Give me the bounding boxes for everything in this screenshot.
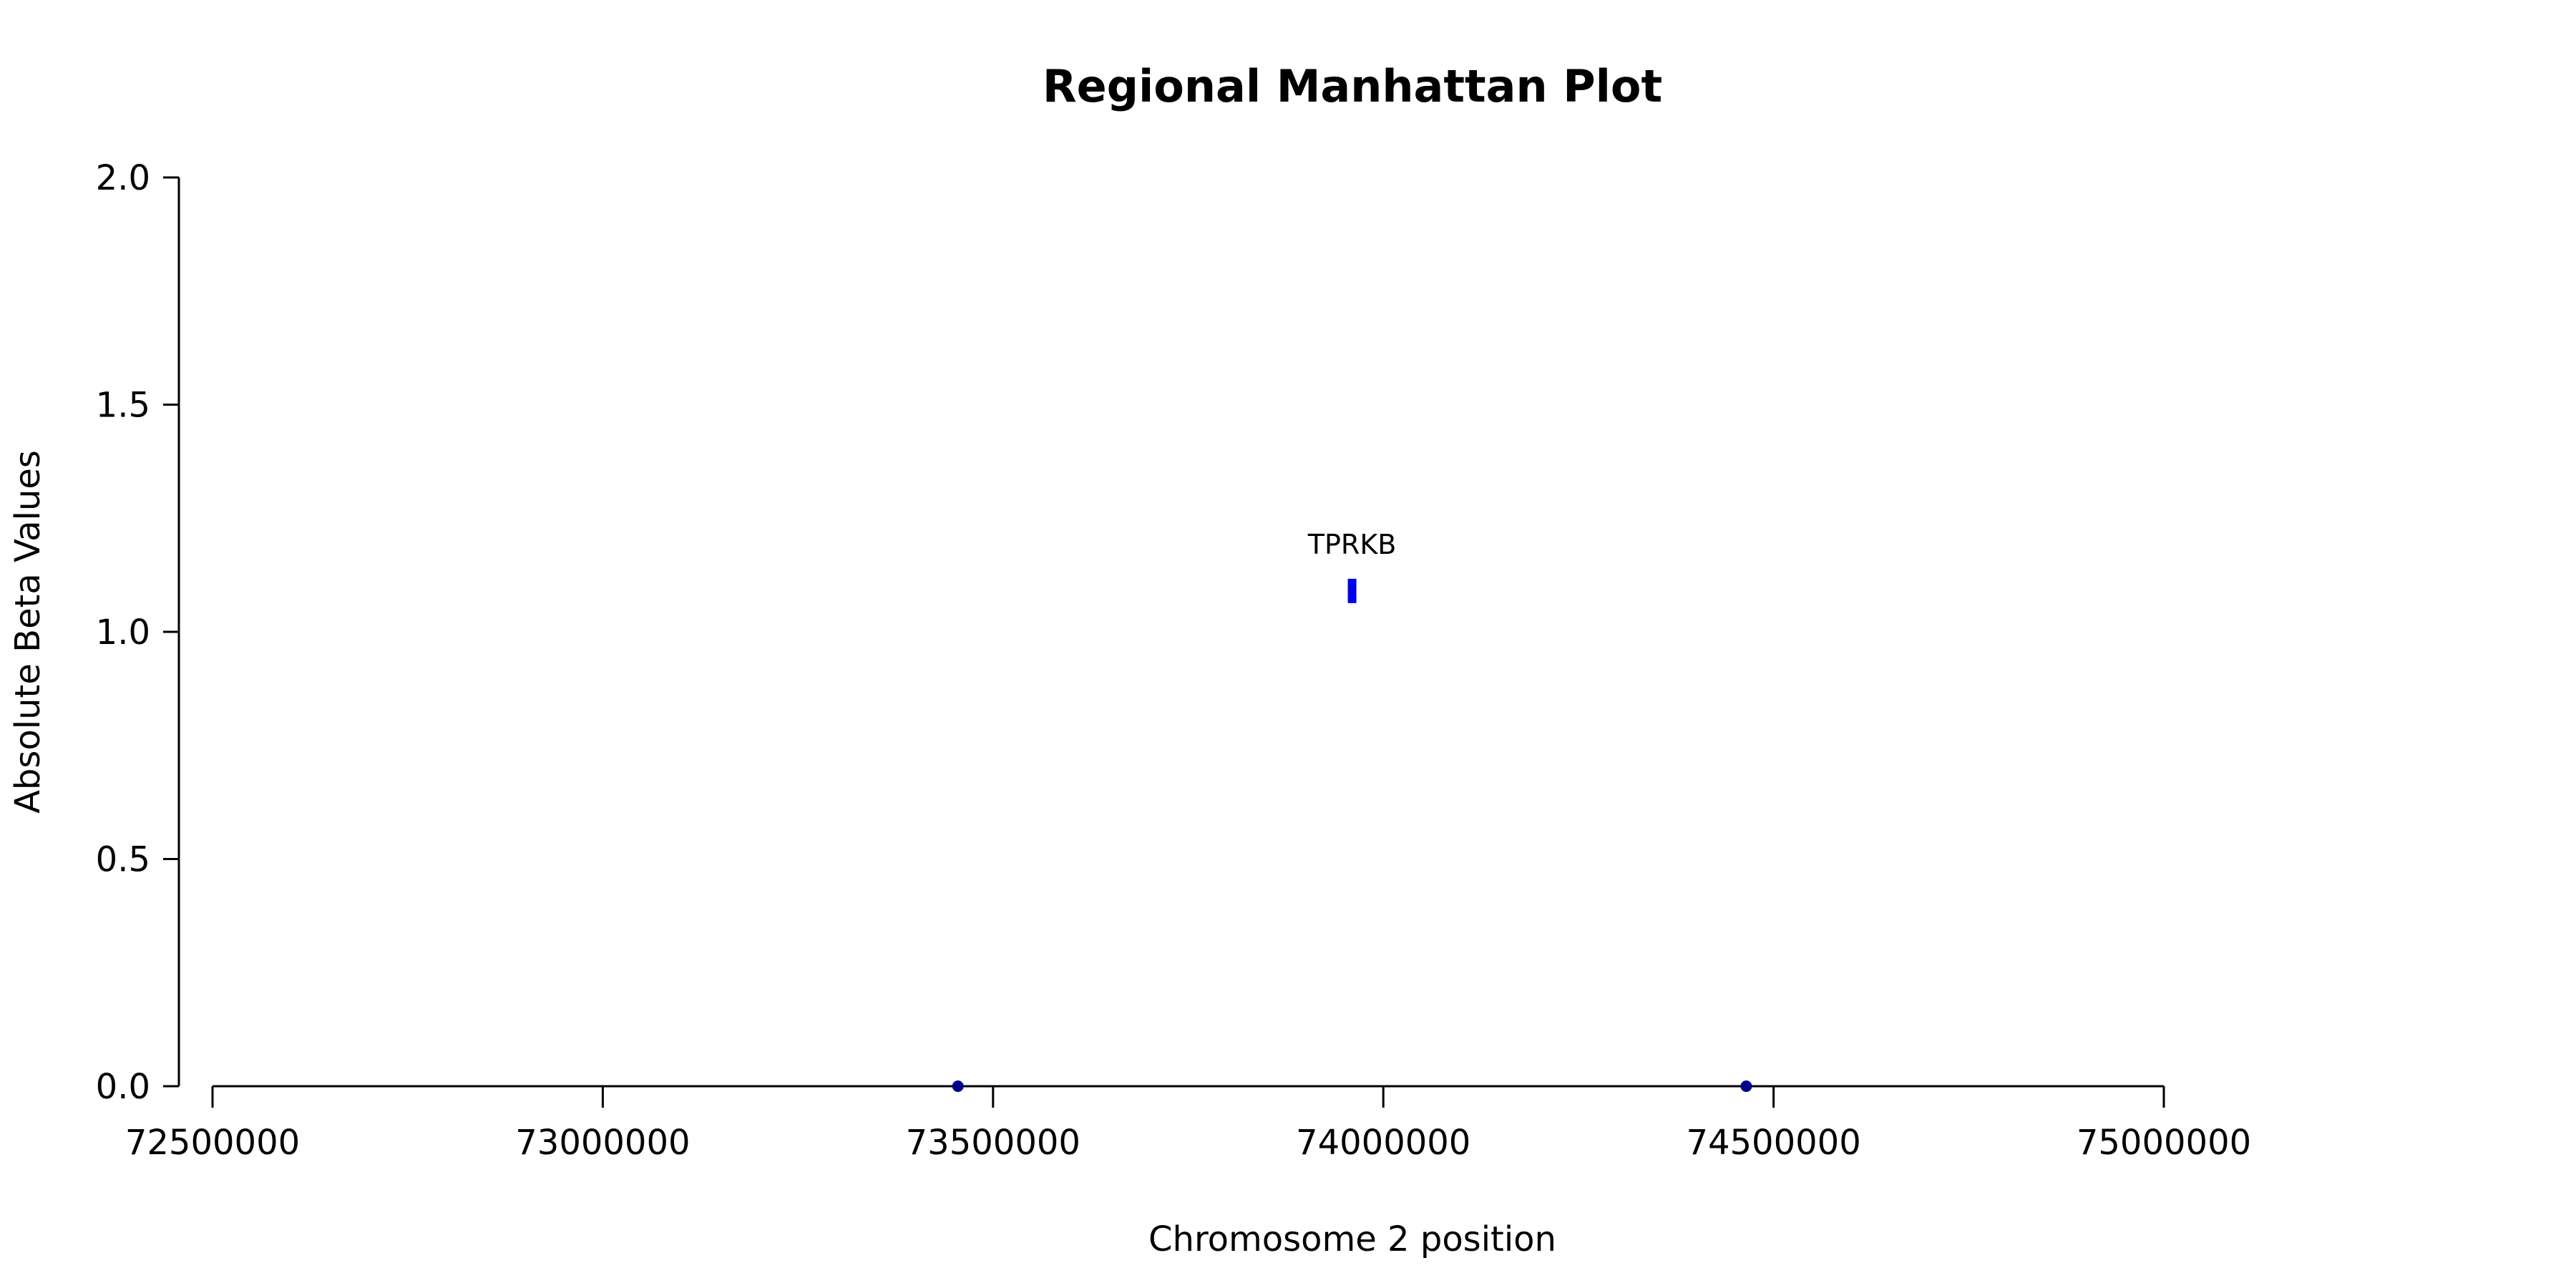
x-tick-label: 73000000: [515, 1123, 690, 1163]
x-tick-label: 75000000: [2077, 1123, 2251, 1163]
chart-title: Regional Manhattan Plot: [1043, 60, 1662, 112]
y-axis: 0.0 0.5 1.0 1.5 2.0: [96, 158, 180, 1107]
x-tick-label: 74500000: [1686, 1123, 1860, 1163]
x-axis-title: Chromosome 2 position: [1148, 1219, 1556, 1259]
data-point: [1740, 1080, 1752, 1092]
y-tick-label: 2.0: [96, 158, 150, 198]
y-tick-label: 1.0: [96, 613, 150, 653]
y-tick-label: 1.5: [96, 386, 150, 426]
data-point: [1347, 578, 1357, 603]
data-points: TPRKB: [952, 529, 1752, 1092]
y-tick-label: 0.0: [96, 1067, 150, 1107]
point-annotation: TPRKB: [1307, 529, 1397, 560]
x-tick-label: 73500000: [906, 1123, 1080, 1163]
data-point: [952, 1080, 964, 1092]
x-axis: 72500000 73000000 73500000 74000000 74500000…: [125, 1085, 2251, 1163]
y-tick-label: 0.5: [96, 840, 150, 880]
x-tick-label: 74000000: [1296, 1123, 1470, 1163]
x-tick-label: 72500000: [125, 1123, 300, 1163]
y-axis-title: Absolute Beta Values: [8, 450, 48, 814]
